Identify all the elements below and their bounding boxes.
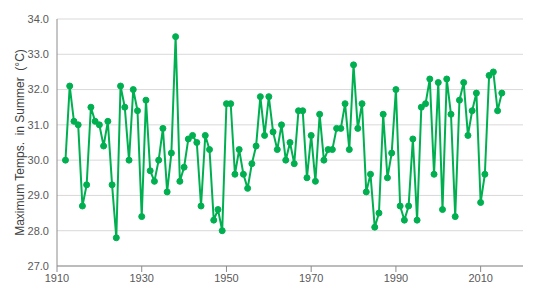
svg-text:27.0: 27.0 — [28, 260, 49, 272]
svg-text:28.0: 28.0 — [28, 225, 49, 237]
svg-text:31.0: 31.0 — [28, 119, 49, 131]
svg-text:34.0: 34.0 — [28, 13, 49, 25]
svg-text:Maximum Temps. in Summer (°C: Maximum Temps. in Summer (°C) — [13, 49, 27, 236]
svg-text:2010: 2010 — [468, 272, 492, 284]
svg-text:32.0: 32.0 — [28, 83, 49, 95]
svg-text:29.0: 29.0 — [28, 189, 49, 201]
svg-text:1930: 1930 — [129, 272, 153, 284]
svg-text:1910: 1910 — [45, 272, 69, 284]
svg-text:33.0: 33.0 — [28, 48, 49, 60]
svg-text:1970: 1970 — [299, 272, 323, 284]
svg-text:1950: 1950 — [214, 272, 238, 284]
svg-text:30.0: 30.0 — [28, 154, 49, 166]
svg-text:1990: 1990 — [384, 272, 408, 284]
